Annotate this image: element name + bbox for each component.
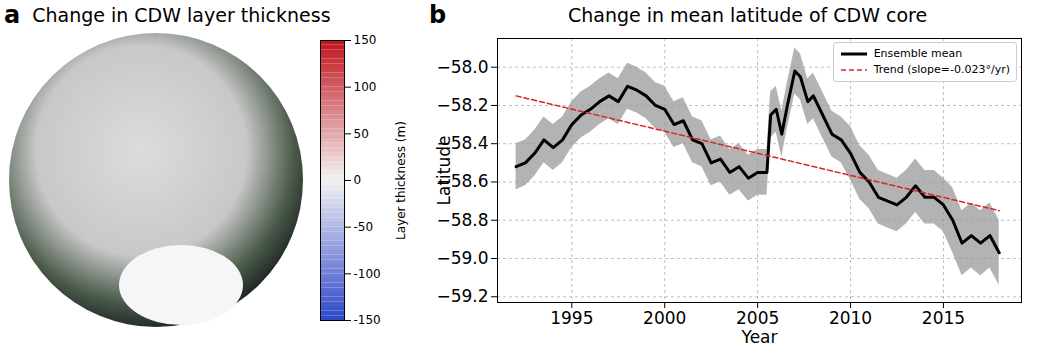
svg-text:−58.2: −58.2 xyxy=(436,95,488,115)
html-text:Change in CDW layer thickness: Change in CDW layer thickness xyxy=(32,4,331,26)
svg-text:-50: -50 xyxy=(354,220,374,234)
svg-text:−59.2: −59.2 xyxy=(436,286,488,306)
svg-text:150: 150 xyxy=(354,33,377,47)
svg-text:50: 50 xyxy=(354,127,369,141)
html-text:Change in mean latitude of CDW: Change in mean latitude of CDW core xyxy=(568,4,928,26)
svg-text:Latitude: Latitude xyxy=(434,136,454,206)
html-text:b: b xyxy=(429,1,447,29)
svg-text:2015: 2015 xyxy=(922,308,965,328)
svg-text:−58.0: −58.0 xyxy=(436,57,488,77)
svg-text:−58.8: −58.8 xyxy=(436,210,488,230)
svg-text:2000: 2000 xyxy=(643,308,686,328)
svg-text:Layer thickness (m): Layer thickness (m) xyxy=(394,121,408,240)
svg-text:−59.0: −59.0 xyxy=(436,248,488,268)
svg-text:-150: -150 xyxy=(354,313,381,327)
html-text:Ensemble mean: Ensemble mean xyxy=(873,47,963,60)
svg-text:100: 100 xyxy=(354,80,377,94)
html-text:a: a xyxy=(4,1,21,29)
svg-text:2010: 2010 xyxy=(829,308,872,328)
svg-text:1995: 1995 xyxy=(550,308,593,328)
html-text:Trend (slope=-0.023°/yr): Trend (slope=-0.023°/yr) xyxy=(873,63,1010,76)
svg-text:0: 0 xyxy=(354,173,362,187)
svg-text:2005: 2005 xyxy=(736,308,779,328)
svg-text:Year: Year xyxy=(741,327,778,347)
svg-text:−58.6: −58.6 xyxy=(436,171,489,192)
svg-text:−58.4: −58.4 xyxy=(436,133,489,154)
svg-text:-100: -100 xyxy=(354,267,381,281)
